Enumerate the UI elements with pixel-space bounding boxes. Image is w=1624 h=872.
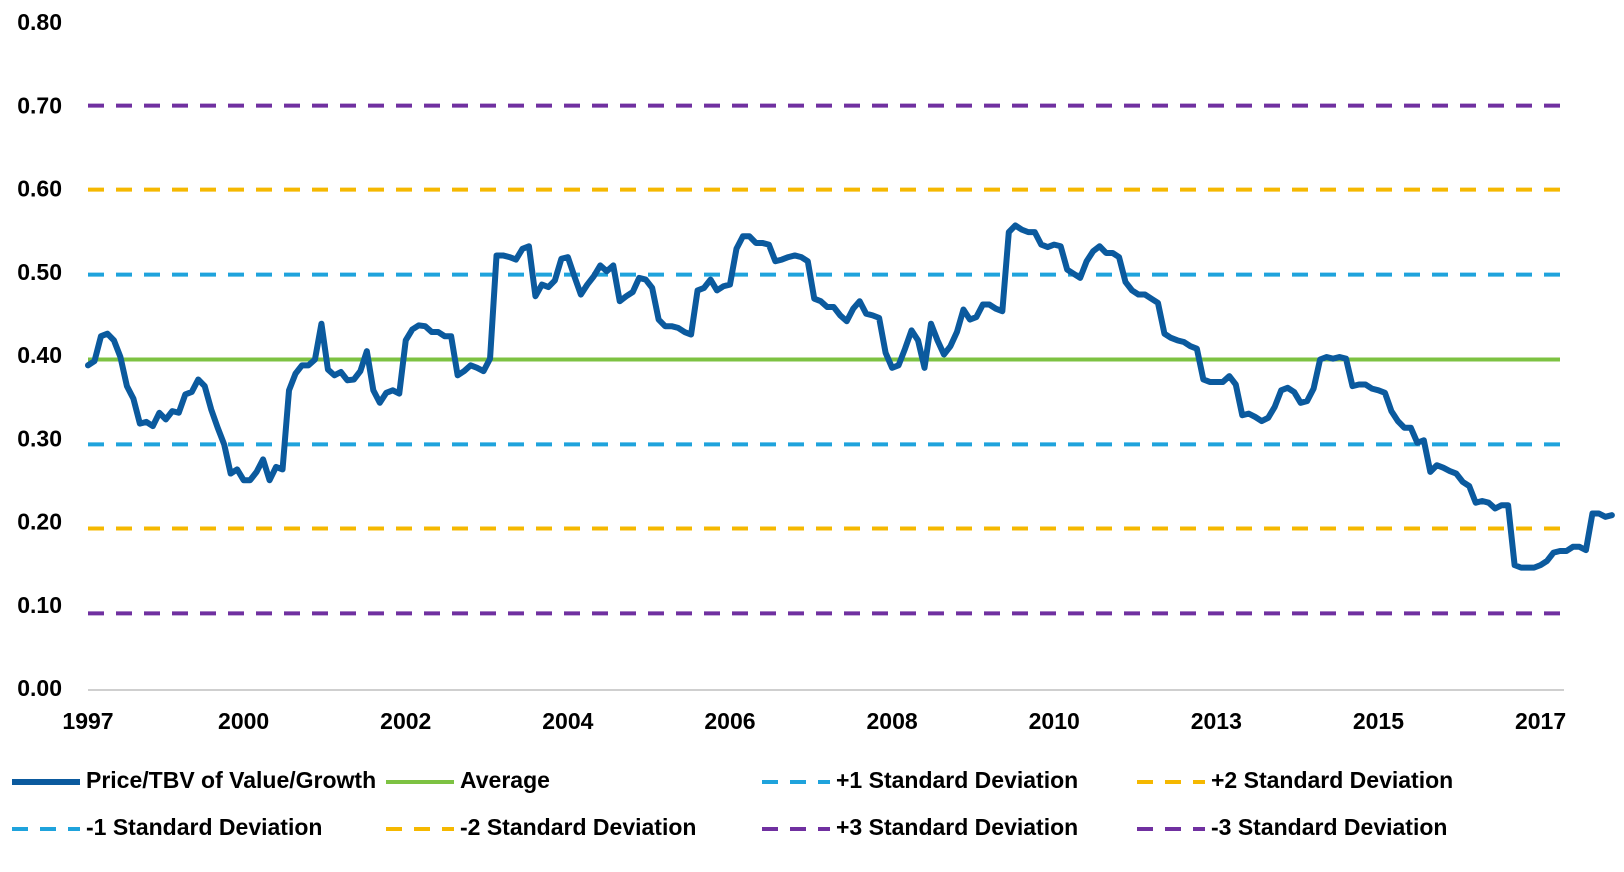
y-tick-label: 0.50 [17, 259, 62, 285]
legend-label: +2 Standard Deviation [1211, 767, 1453, 793]
legend-label: +1 Standard Deviation [836, 767, 1078, 793]
y-tick-label: 0.10 [17, 592, 62, 618]
x-tick-label: 2010 [1029, 708, 1080, 734]
legend-label: -1 Standard Deviation [86, 814, 322, 840]
x-tick-label: 2017 [1515, 708, 1566, 734]
legend-label: +3 Standard Deviation [836, 814, 1078, 840]
x-tick-label: 2000 [218, 708, 269, 734]
x-tick-label: 2004 [542, 708, 593, 734]
legend-label: -3 Standard Deviation [1211, 814, 1447, 840]
x-tick-label: 2013 [1191, 708, 1242, 734]
x-tick-label: 2008 [867, 708, 918, 734]
y-tick-label: 0.20 [17, 509, 62, 535]
legend-label: Average [460, 767, 550, 793]
y-tick-label: 0.40 [17, 342, 62, 368]
x-tick-label: 2002 [380, 708, 431, 734]
legend-label: Price/TBV of Value/Growth [86, 767, 376, 793]
y-tick-label: 0.60 [17, 176, 62, 202]
y-tick-label: 0.30 [17, 425, 62, 451]
x-tick-label: 1997 [62, 708, 113, 734]
y-tick-label: 0.80 [17, 9, 62, 35]
data-line [85, 222, 1615, 571]
legend-label: -2 Standard Deviation [460, 814, 696, 840]
x-tick-label: 2015 [1353, 708, 1404, 734]
x-tick-label: 2006 [704, 708, 755, 734]
y-tick-label: 0.00 [17, 675, 62, 701]
y-tick-label: 0.70 [17, 92, 62, 118]
